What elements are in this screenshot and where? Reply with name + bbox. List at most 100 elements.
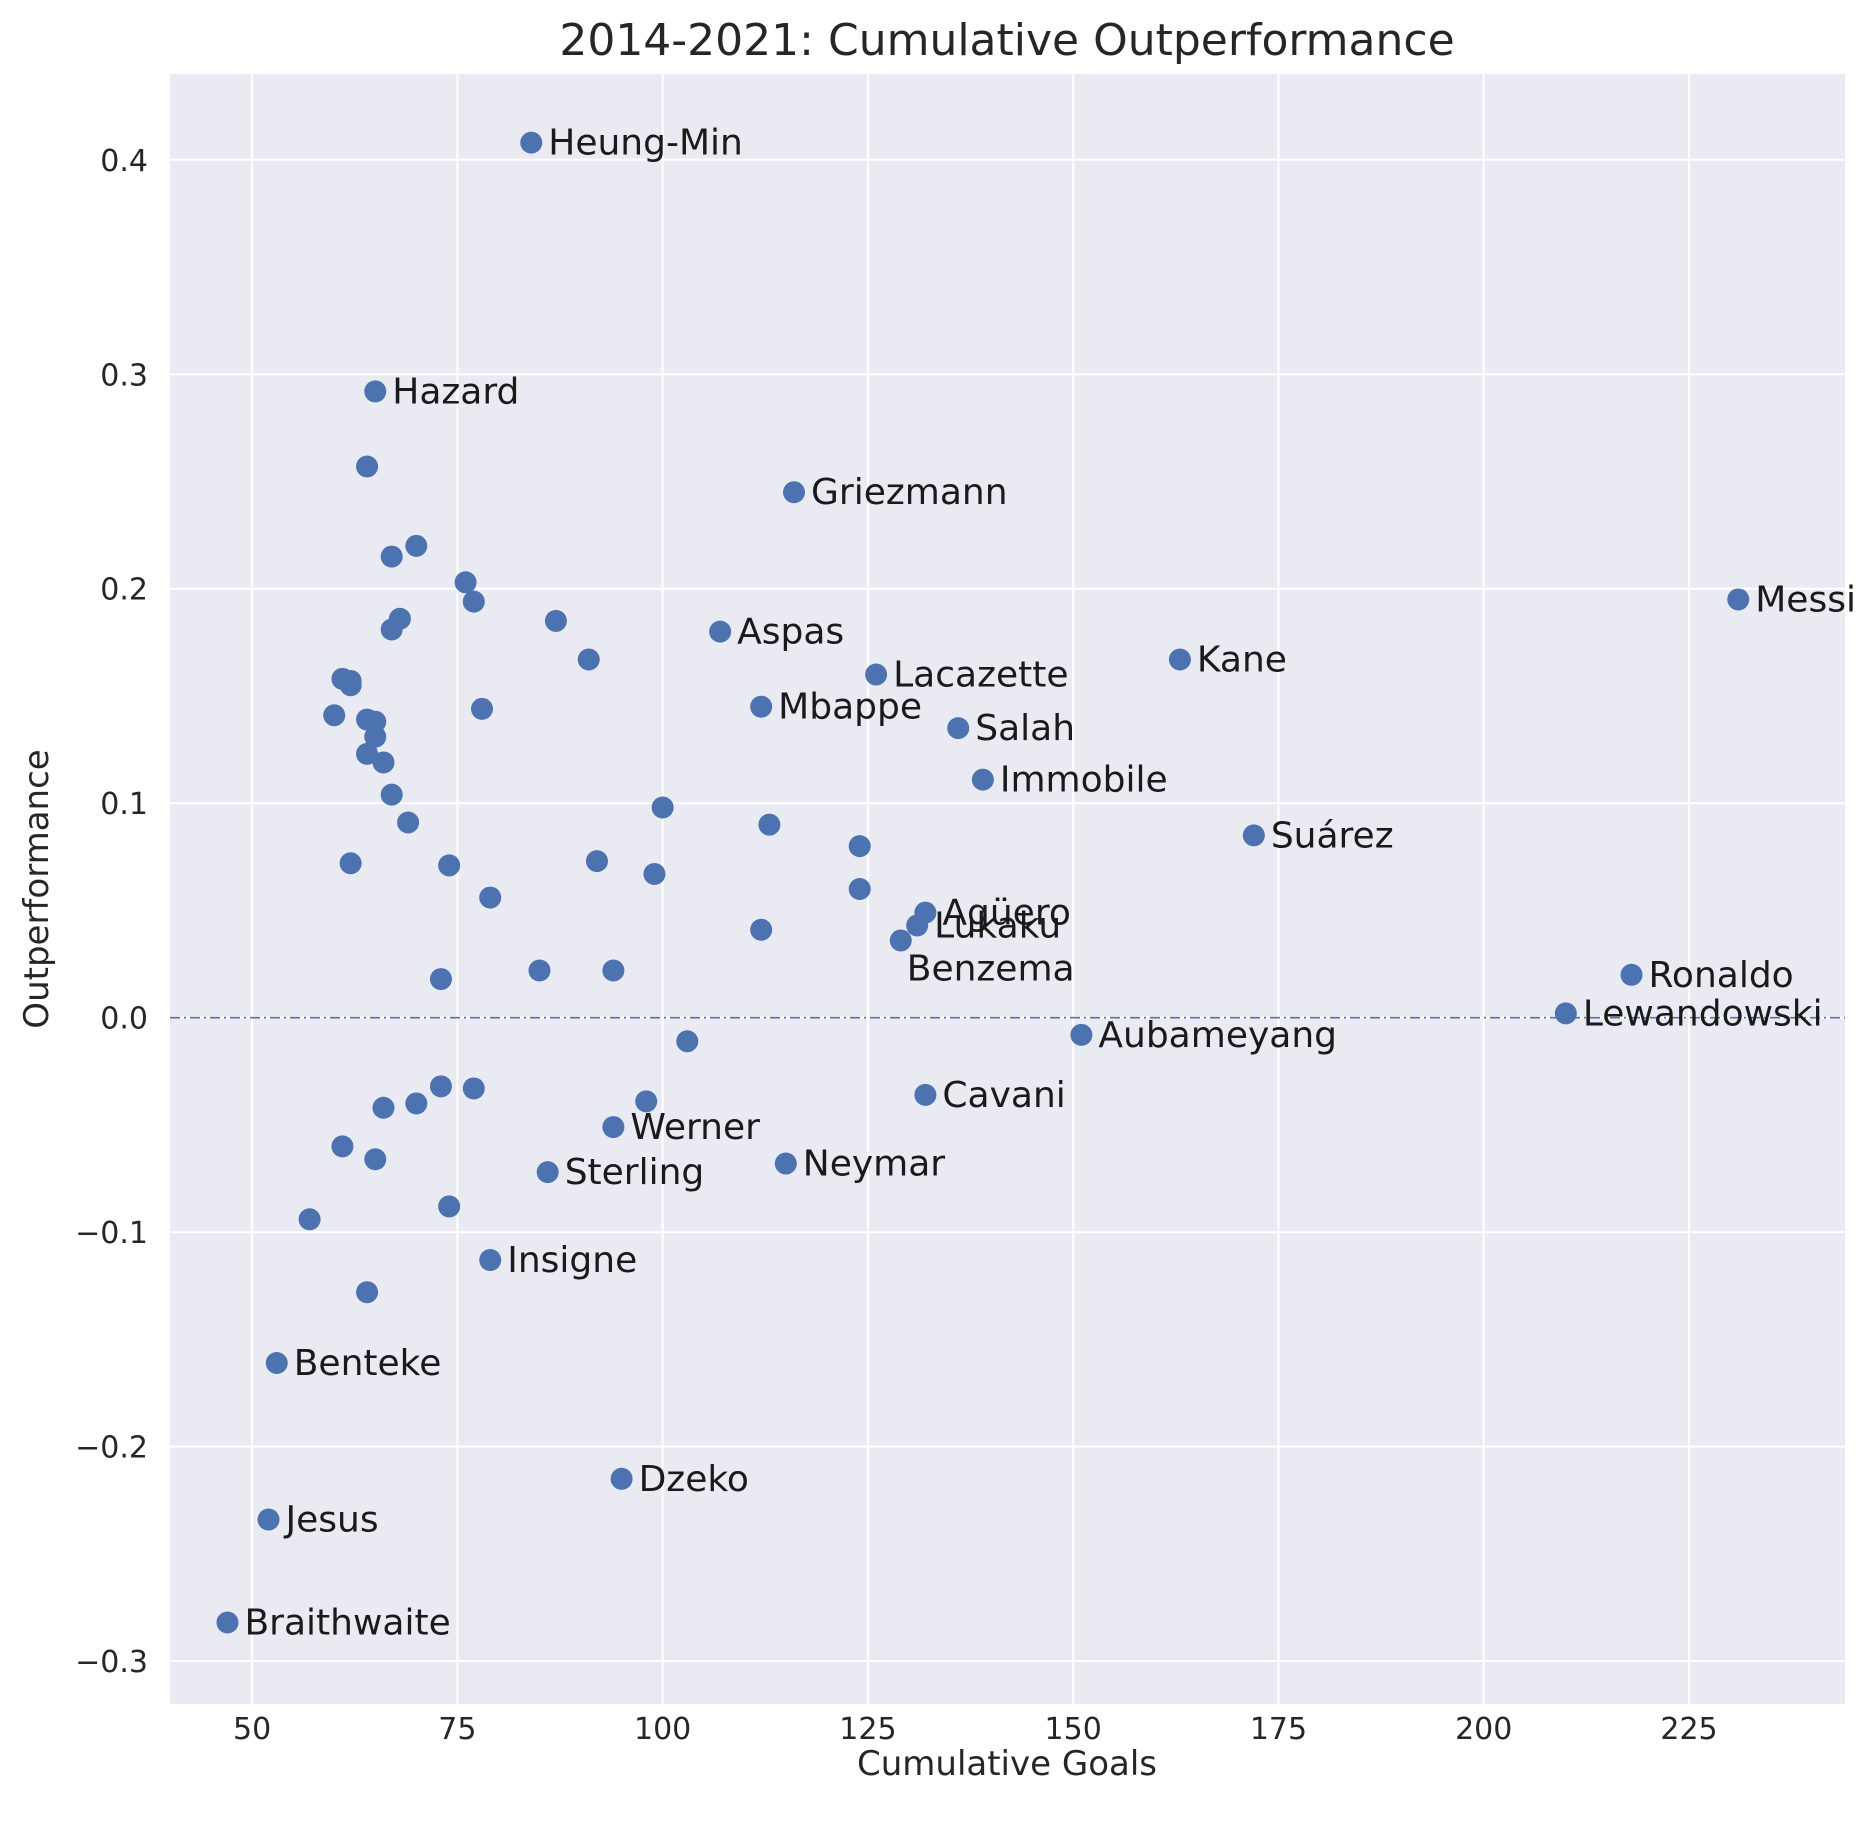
data-point: [758, 813, 781, 836]
plot-area: [170, 74, 1845, 1704]
data-point: [405, 534, 428, 557]
data-point: [339, 852, 362, 875]
point-label: Griezmann: [811, 472, 1008, 513]
data-point: [1554, 1002, 1577, 1025]
data-point: [536, 1161, 559, 1184]
data-point: [257, 1508, 280, 1531]
point-label: Messi: [1755, 579, 1856, 620]
point-label: Werner: [630, 1107, 760, 1148]
data-point: [544, 609, 567, 632]
point-label: Hazard: [392, 371, 519, 412]
data-point: [528, 959, 551, 982]
data-point: [438, 1195, 461, 1218]
data-point: [356, 1281, 379, 1304]
data-point: [750, 695, 773, 718]
data-point: [1242, 824, 1265, 847]
point-label: Neymar: [803, 1144, 946, 1185]
data-point: [865, 663, 888, 686]
point-label: Suárez: [1271, 815, 1394, 856]
data-point: [323, 704, 346, 727]
point-label: Agüero: [942, 893, 1070, 934]
data-point: [397, 811, 420, 834]
x-axis-label: Cumulative Goals: [857, 1744, 1157, 1784]
x-tick-label: 100: [634, 1712, 691, 1747]
data-point: [676, 1030, 699, 1053]
data-point: [438, 854, 461, 877]
data-point: [479, 1249, 502, 1272]
point-label: Salah: [975, 708, 1075, 749]
point-label: Immobile: [1000, 760, 1168, 801]
data-point: [454, 571, 477, 594]
data-point: [216, 1611, 239, 1634]
x-tick-label: 200: [1455, 1712, 1512, 1747]
point-label: Heung-Min: [548, 123, 743, 164]
y-tick-label: 0.2: [100, 573, 148, 608]
x-tick-label: 175: [1250, 1712, 1307, 1747]
point-label: Dzeko: [639, 1459, 749, 1500]
data-point: [651, 796, 674, 819]
y-tick-labels: −0.3 −0.2 −0.1 0.0 0.1 0.2 0.3 0.4: [75, 144, 148, 1680]
x-tick-label: 125: [839, 1712, 896, 1747]
y-tick-label: −0.3: [75, 1645, 148, 1680]
data-point: [1620, 963, 1643, 986]
y-axis-label: Outperformance: [17, 749, 57, 1028]
data-point: [848, 878, 871, 900]
point-label: Lukaku: [934, 905, 1061, 946]
x-tick-label: 150: [1045, 1712, 1102, 1747]
point-label: Aspas: [737, 612, 844, 653]
data-point: [331, 1135, 354, 1158]
data-point: [1168, 648, 1191, 671]
point-label: Jesus: [284, 1500, 379, 1541]
data-point: [643, 862, 666, 885]
y-tick-label: −0.2: [75, 1431, 148, 1466]
point-label: Lacazette: [893, 655, 1068, 696]
data-point: [298, 1208, 321, 1231]
point-label: Sterling: [565, 1152, 705, 1193]
data-point: [380, 618, 403, 641]
data-point: [1070, 1023, 1093, 1046]
data-point: [356, 455, 379, 478]
data-point: [380, 545, 403, 568]
data-point: [364, 1148, 387, 1171]
data-point: [462, 590, 485, 613]
data-point: [479, 886, 502, 909]
data-points: [216, 131, 1750, 1634]
data-point: [364, 380, 387, 403]
point-label: Cavani: [942, 1075, 1065, 1116]
data-point: [774, 1152, 797, 1175]
data-point: [364, 725, 387, 748]
point-label: Benzema: [907, 948, 1075, 989]
data-point: [577, 648, 600, 671]
point-label: Benteke: [294, 1343, 442, 1384]
data-point: [372, 1096, 395, 1119]
data-point: [848, 835, 871, 858]
data-point: [520, 131, 543, 154]
y-tick-label: 0.4: [100, 144, 148, 179]
point-label: Insigne: [507, 1240, 637, 1281]
data-point: [889, 929, 912, 952]
point-label: Lewandowski: [1583, 993, 1823, 1034]
data-point: [947, 717, 970, 740]
y-tick-label: 0.3: [100, 358, 148, 393]
data-point: [380, 783, 403, 806]
point-labels: Heung-Min Hazard Griezmann Messi Aspas Kane La…: [244, 123, 1856, 1644]
data-point: [356, 742, 379, 765]
data-point: [1727, 588, 1750, 611]
data-point: [602, 959, 625, 982]
data-point: [471, 697, 494, 720]
y-tick-label: 0.1: [100, 787, 148, 822]
data-point: [783, 481, 806, 504]
data-point: [339, 674, 362, 697]
data-point: [585, 850, 608, 873]
point-label: Braithwaite: [244, 1603, 450, 1644]
point-label: Mbappe: [778, 687, 922, 728]
data-point: [971, 768, 994, 791]
data-point: [429, 968, 452, 991]
x-tick-label: 225: [1660, 1712, 1717, 1747]
chart-title: 2014-2021: Cumulative Outperformance: [559, 15, 1454, 66]
point-label: Aubameyang: [1098, 1015, 1337, 1056]
y-tick-label: −0.1: [75, 1216, 148, 1251]
data-point: [906, 914, 929, 937]
x-tick-label: 50: [233, 1712, 271, 1747]
